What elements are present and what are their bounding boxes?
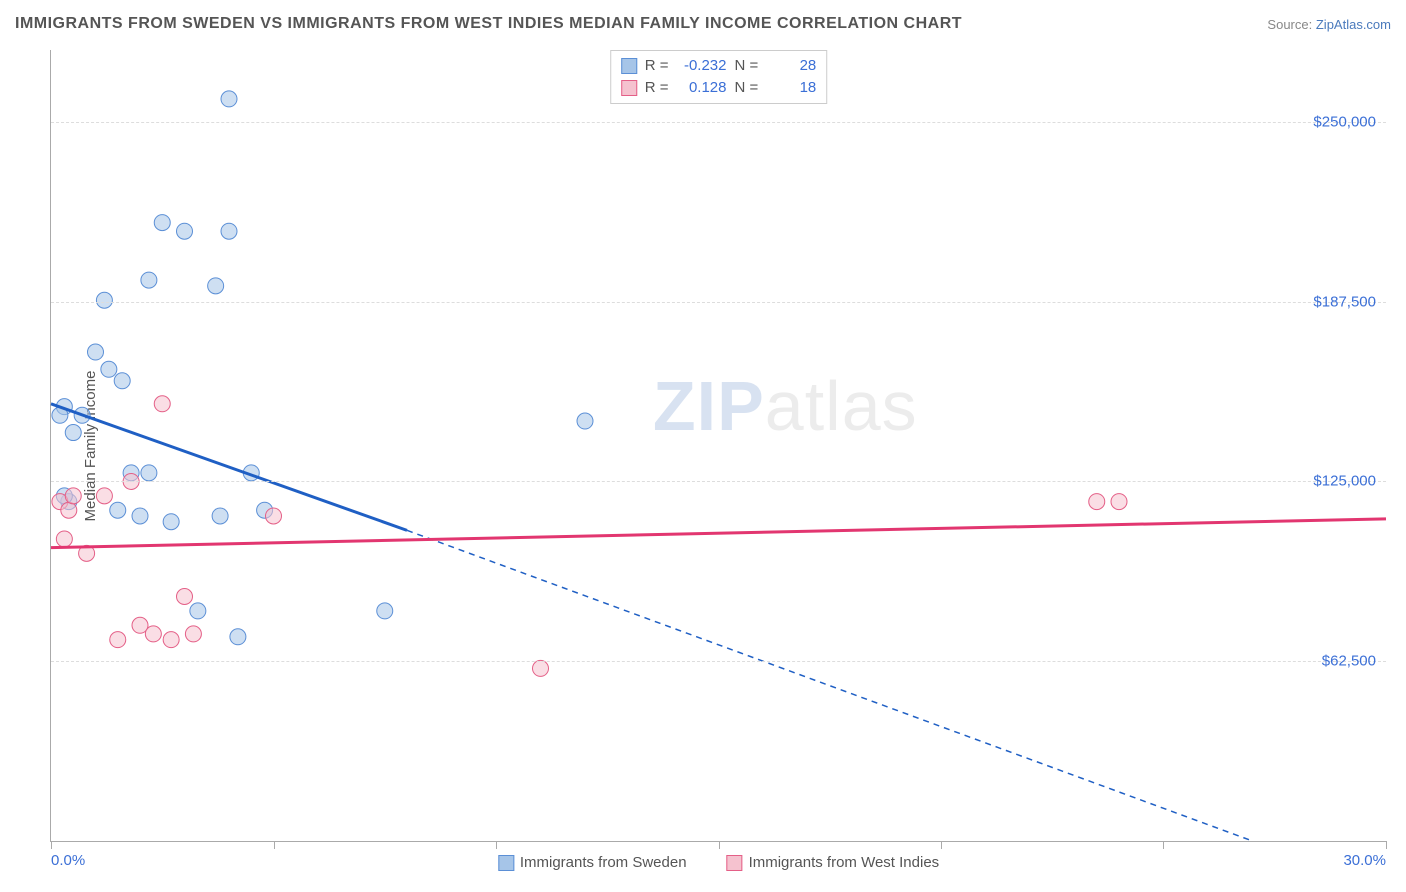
x-tick bbox=[1386, 841, 1387, 849]
trend-line bbox=[51, 404, 407, 531]
data-point bbox=[154, 215, 170, 231]
gridline bbox=[51, 661, 1386, 662]
legend-label-sweden: Immigrants from Sweden bbox=[520, 854, 687, 871]
x-tick bbox=[1163, 841, 1164, 849]
data-point bbox=[114, 373, 130, 389]
gridline bbox=[51, 302, 1386, 303]
data-point bbox=[377, 603, 393, 619]
chart-title: IMMIGRANTS FROM SWEDEN VS IMMIGRANTS FRO… bbox=[15, 15, 962, 33]
data-point bbox=[208, 278, 224, 294]
data-point bbox=[110, 502, 126, 518]
r-value-westindies: 0.128 bbox=[677, 77, 727, 99]
r-value-sweden: -0.232 bbox=[677, 55, 727, 77]
x-tick bbox=[496, 841, 497, 849]
data-point bbox=[154, 396, 170, 412]
data-point bbox=[101, 361, 117, 377]
n-label-westindies: N = bbox=[735, 77, 759, 99]
data-point bbox=[96, 488, 112, 504]
data-point bbox=[145, 626, 161, 642]
data-point bbox=[533, 660, 549, 676]
gridline bbox=[51, 122, 1386, 123]
data-point bbox=[185, 626, 201, 642]
data-point bbox=[177, 589, 193, 605]
legend-swatch-sweden bbox=[498, 855, 514, 871]
y-tick-label: $187,500 bbox=[1313, 293, 1376, 310]
plot-area: ZIPatlas R = -0.232 N = 28 R = 0.128 N =… bbox=[50, 50, 1386, 842]
data-point bbox=[577, 413, 593, 429]
data-point bbox=[88, 344, 104, 360]
data-point bbox=[141, 272, 157, 288]
legend-swatch-westindies bbox=[727, 855, 743, 871]
data-point bbox=[163, 632, 179, 648]
x-min-label: 0.0% bbox=[51, 852, 85, 869]
data-point bbox=[1111, 494, 1127, 510]
stats-row-sweden: R = -0.232 N = 28 bbox=[621, 55, 817, 77]
x-max-label: 30.0% bbox=[1343, 852, 1386, 869]
swatch-sweden bbox=[621, 58, 637, 74]
source-label: Source: bbox=[1267, 17, 1312, 32]
source-link[interactable]: ZipAtlas.com bbox=[1316, 17, 1391, 32]
data-point bbox=[230, 629, 246, 645]
trend-line-extrapolated bbox=[407, 530, 1253, 841]
y-tick-label: $62,500 bbox=[1322, 653, 1376, 670]
data-point bbox=[110, 632, 126, 648]
stats-row-westindies: R = 0.128 N = 18 bbox=[621, 77, 817, 99]
gridline bbox=[51, 481, 1386, 482]
data-point bbox=[96, 292, 112, 308]
data-point bbox=[65, 488, 81, 504]
x-tick bbox=[274, 841, 275, 849]
swatch-westindies bbox=[621, 80, 637, 96]
data-point bbox=[1089, 494, 1105, 510]
legend-item-sweden: Immigrants from Sweden bbox=[498, 854, 687, 871]
data-point bbox=[221, 223, 237, 239]
series-legend: Immigrants from Sweden Immigrants from W… bbox=[498, 854, 939, 871]
data-point bbox=[221, 91, 237, 107]
title-bar: IMMIGRANTS FROM SWEDEN VS IMMIGRANTS FRO… bbox=[15, 15, 1391, 33]
legend-label-westindies: Immigrants from West Indies bbox=[749, 854, 940, 871]
data-point bbox=[56, 531, 72, 547]
n-value-sweden: 28 bbox=[766, 55, 816, 77]
n-value-westindies: 18 bbox=[766, 77, 816, 99]
data-point bbox=[61, 502, 77, 518]
data-point bbox=[141, 465, 157, 481]
x-tick bbox=[941, 841, 942, 849]
y-tick-label: $125,000 bbox=[1313, 473, 1376, 490]
source-attribution: Source: ZipAtlas.com bbox=[1267, 17, 1391, 32]
trend-line bbox=[51, 519, 1386, 548]
legend-item-westindies: Immigrants from West Indies bbox=[727, 854, 940, 871]
data-point bbox=[132, 508, 148, 524]
stats-legend-box: R = -0.232 N = 28 R = 0.128 N = 18 bbox=[610, 50, 828, 104]
y-tick-label: $250,000 bbox=[1313, 113, 1376, 130]
data-point bbox=[177, 223, 193, 239]
data-point bbox=[65, 425, 81, 441]
data-point bbox=[212, 508, 228, 524]
chart-svg bbox=[51, 50, 1386, 841]
n-label-sweden: N = bbox=[735, 55, 759, 77]
data-point bbox=[266, 508, 282, 524]
r-label-sweden: R = bbox=[645, 55, 669, 77]
data-point bbox=[190, 603, 206, 619]
x-tick bbox=[51, 841, 52, 849]
x-tick bbox=[719, 841, 720, 849]
r-label-westindies: R = bbox=[645, 77, 669, 99]
data-point bbox=[163, 514, 179, 530]
